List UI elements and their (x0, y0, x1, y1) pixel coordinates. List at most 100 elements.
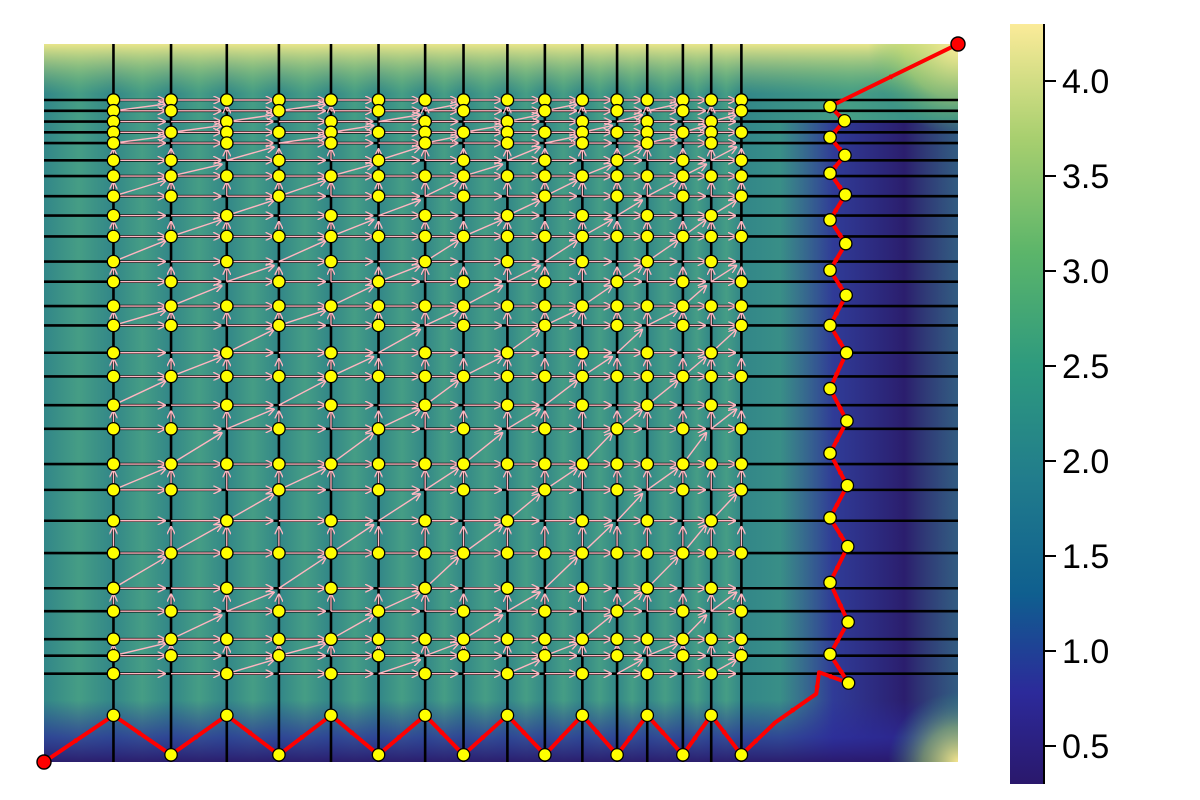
node-marker (324, 136, 338, 150)
node-marker (640, 398, 655, 413)
arrow (507, 409, 539, 430)
arrow (226, 494, 274, 522)
node-marker (704, 254, 719, 269)
node-marker (704, 136, 719, 150)
heatmap-cell (330, 44, 379, 762)
heatmap-top-band (44, 44, 958, 94)
node-marker (272, 604, 286, 619)
node-marker (324, 299, 338, 313)
arrow (226, 115, 274, 123)
arrow (113, 380, 166, 406)
node-marker (272, 421, 286, 436)
node-marker (272, 274, 286, 289)
node-marker (500, 513, 515, 528)
node-marker (823, 318, 837, 333)
arrow (710, 266, 736, 283)
node-marker (734, 299, 749, 313)
arrow (278, 643, 326, 657)
node-marker (106, 421, 121, 436)
node-marker (734, 229, 749, 244)
node-marker (456, 169, 471, 183)
node-marker (371, 229, 386, 244)
node-marker (456, 457, 471, 471)
node-marker (219, 708, 234, 723)
arrow (113, 310, 166, 327)
node-marker (324, 513, 338, 528)
node-marker (324, 398, 338, 413)
node-marker (164, 274, 178, 289)
node-marker (734, 604, 749, 619)
node-marker (500, 708, 515, 723)
node-marker (734, 369, 749, 384)
arrow (170, 220, 222, 238)
node-marker (575, 708, 590, 723)
node-marker (164, 229, 178, 244)
colorbar-tick-label: 2.0 (1062, 443, 1109, 481)
arrow (463, 286, 503, 307)
arrow (378, 266, 421, 283)
arrow (226, 200, 274, 217)
node-marker (538, 747, 552, 762)
node-marker (106, 604, 121, 619)
node-marker (575, 254, 590, 269)
node-marker (575, 299, 590, 313)
node-marker (500, 632, 515, 647)
endpoint-markers (36, 36, 966, 770)
node-marker (106, 318, 121, 333)
node-marker (418, 136, 432, 150)
node-marker (734, 103, 749, 118)
node-marker (164, 153, 178, 168)
node-marker (640, 229, 655, 244)
node-marker (324, 93, 338, 107)
node-marker (371, 169, 386, 183)
node-marker (164, 483, 178, 497)
node-marker (841, 676, 856, 690)
node-marker (676, 125, 690, 140)
arrow (113, 240, 166, 263)
colorbar-ticks: 0.5 1.0 1.5 2.0 2.5 3.0 3.5 4.0 (1044, 63, 1109, 766)
node-marker (272, 169, 286, 183)
node-marker (640, 546, 655, 560)
node-marker (456, 747, 471, 762)
heatmap-cell (44, 44, 114, 762)
node-marker (823, 99, 837, 114)
node-marker (272, 457, 286, 471)
node-marker (324, 457, 338, 471)
arrow (710, 592, 736, 612)
colorbar-tick-label: 2.5 (1062, 348, 1109, 386)
node-marker (371, 648, 386, 663)
node-marker (219, 632, 234, 647)
arrow (544, 380, 577, 406)
arrow (170, 615, 222, 640)
arrow (278, 180, 326, 197)
node-marker (676, 483, 690, 497)
node-marker (734, 421, 749, 436)
node-marker (640, 208, 655, 223)
node-marker (676, 546, 690, 560)
arrow (170, 286, 222, 307)
node-marker (676, 274, 690, 289)
node-marker (164, 189, 178, 204)
node-marker (838, 148, 852, 163)
node-marker (610, 299, 624, 313)
node-marker (324, 369, 338, 384)
node-marker (640, 169, 655, 183)
node-marker (538, 229, 552, 244)
arrow (330, 357, 374, 378)
node-marker (610, 274, 624, 289)
node-marker (500, 581, 515, 596)
node-marker (500, 369, 515, 384)
arrow (278, 104, 326, 112)
arrow (507, 266, 539, 283)
node-marker (734, 546, 749, 560)
node-marker (418, 345, 432, 360)
node-marker (704, 93, 719, 107)
node-marker (164, 604, 178, 619)
node-marker (704, 345, 719, 360)
node-marker (456, 229, 471, 244)
node-marker (704, 513, 719, 528)
node-marker (371, 318, 386, 333)
node-marker (640, 708, 655, 723)
node-marker (500, 345, 515, 360)
node-marker (575, 169, 590, 183)
